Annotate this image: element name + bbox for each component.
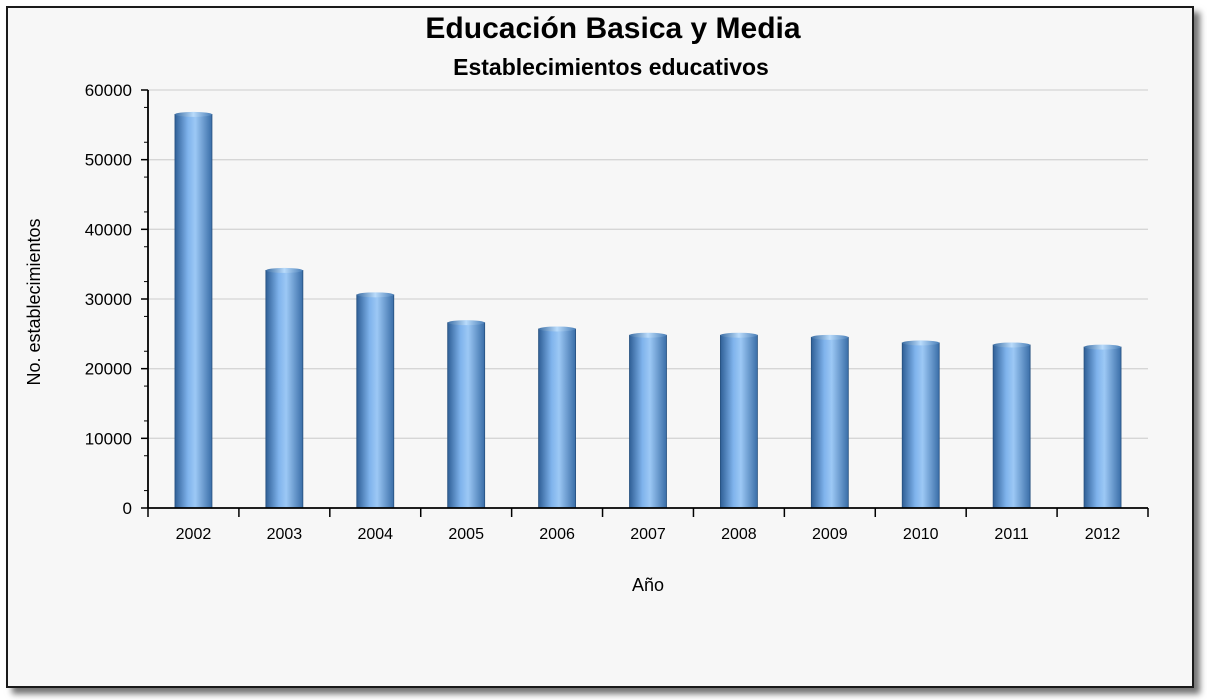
bar-cap-2009 xyxy=(811,334,849,340)
y-tick-label: 30000 xyxy=(85,290,132,309)
bar-2005 xyxy=(447,322,486,509)
bar-cap-2005 xyxy=(447,320,485,326)
bar-2011 xyxy=(992,344,1031,509)
x-tick-label: 2002 xyxy=(176,526,212,543)
bar-cap-2002 xyxy=(174,111,212,117)
bar-2008 xyxy=(720,334,758,509)
y-tick-label: 60000 xyxy=(85,81,132,100)
bar-2009 xyxy=(810,336,849,509)
x-tick-label: 2011 xyxy=(994,526,1029,543)
bar-cap-2012 xyxy=(1084,344,1122,350)
y-tick-label: 10000 xyxy=(85,429,132,448)
bar-2004 xyxy=(356,294,395,509)
gridlines xyxy=(148,89,1148,439)
y-axis-label: No. establecimientos xyxy=(24,218,44,385)
x-tick-label: 2003 xyxy=(267,526,303,543)
y-tick-labels: 0 10000 20000 30000 40000 50000 60000 xyxy=(85,81,132,518)
bar-2007 xyxy=(629,334,667,509)
x-tick-label: 2008 xyxy=(721,526,757,543)
chart-title: Educación Basica y Media xyxy=(425,12,800,45)
y-tick-label: 40000 xyxy=(85,220,132,239)
x-tick-label: 2004 xyxy=(357,526,393,543)
bar-2003 xyxy=(265,270,304,509)
bar-cap-2008 xyxy=(720,332,758,338)
bars xyxy=(174,111,1122,509)
bar-cap-2007 xyxy=(629,332,667,338)
y-tick-label: 20000 xyxy=(85,360,132,379)
bar-cap-2003 xyxy=(265,267,303,273)
y-tick-label: 50000 xyxy=(85,151,132,170)
x-axis-label: Año xyxy=(632,575,664,595)
bar-cap-2011 xyxy=(993,342,1031,348)
bar-cap-2010 xyxy=(902,340,940,346)
axes xyxy=(141,89,1149,517)
x-tick-label: 2009 xyxy=(812,526,848,543)
x-tick-labels: 2002 2003 2004 2005 2006 2007 2008 2009 2010 2011… xyxy=(176,526,1121,543)
bar-cap-2006 xyxy=(538,326,576,332)
x-tick-label: 2005 xyxy=(448,526,484,543)
chart-subtitle: Establecimientos educativos xyxy=(453,54,769,80)
bar-cap-2004 xyxy=(356,292,394,298)
x-tick-label: 2010 xyxy=(903,526,939,543)
x-tick-label: 2012 xyxy=(1085,526,1121,543)
y-tick-label: 0 xyxy=(123,499,132,518)
bar-2012 xyxy=(1083,346,1122,509)
bar-2006 xyxy=(538,328,576,509)
bar-2002 xyxy=(174,113,213,509)
x-tick-label: 2007 xyxy=(630,526,666,543)
bar-2010 xyxy=(901,342,940,509)
x-tick-label: 2006 xyxy=(539,526,575,543)
